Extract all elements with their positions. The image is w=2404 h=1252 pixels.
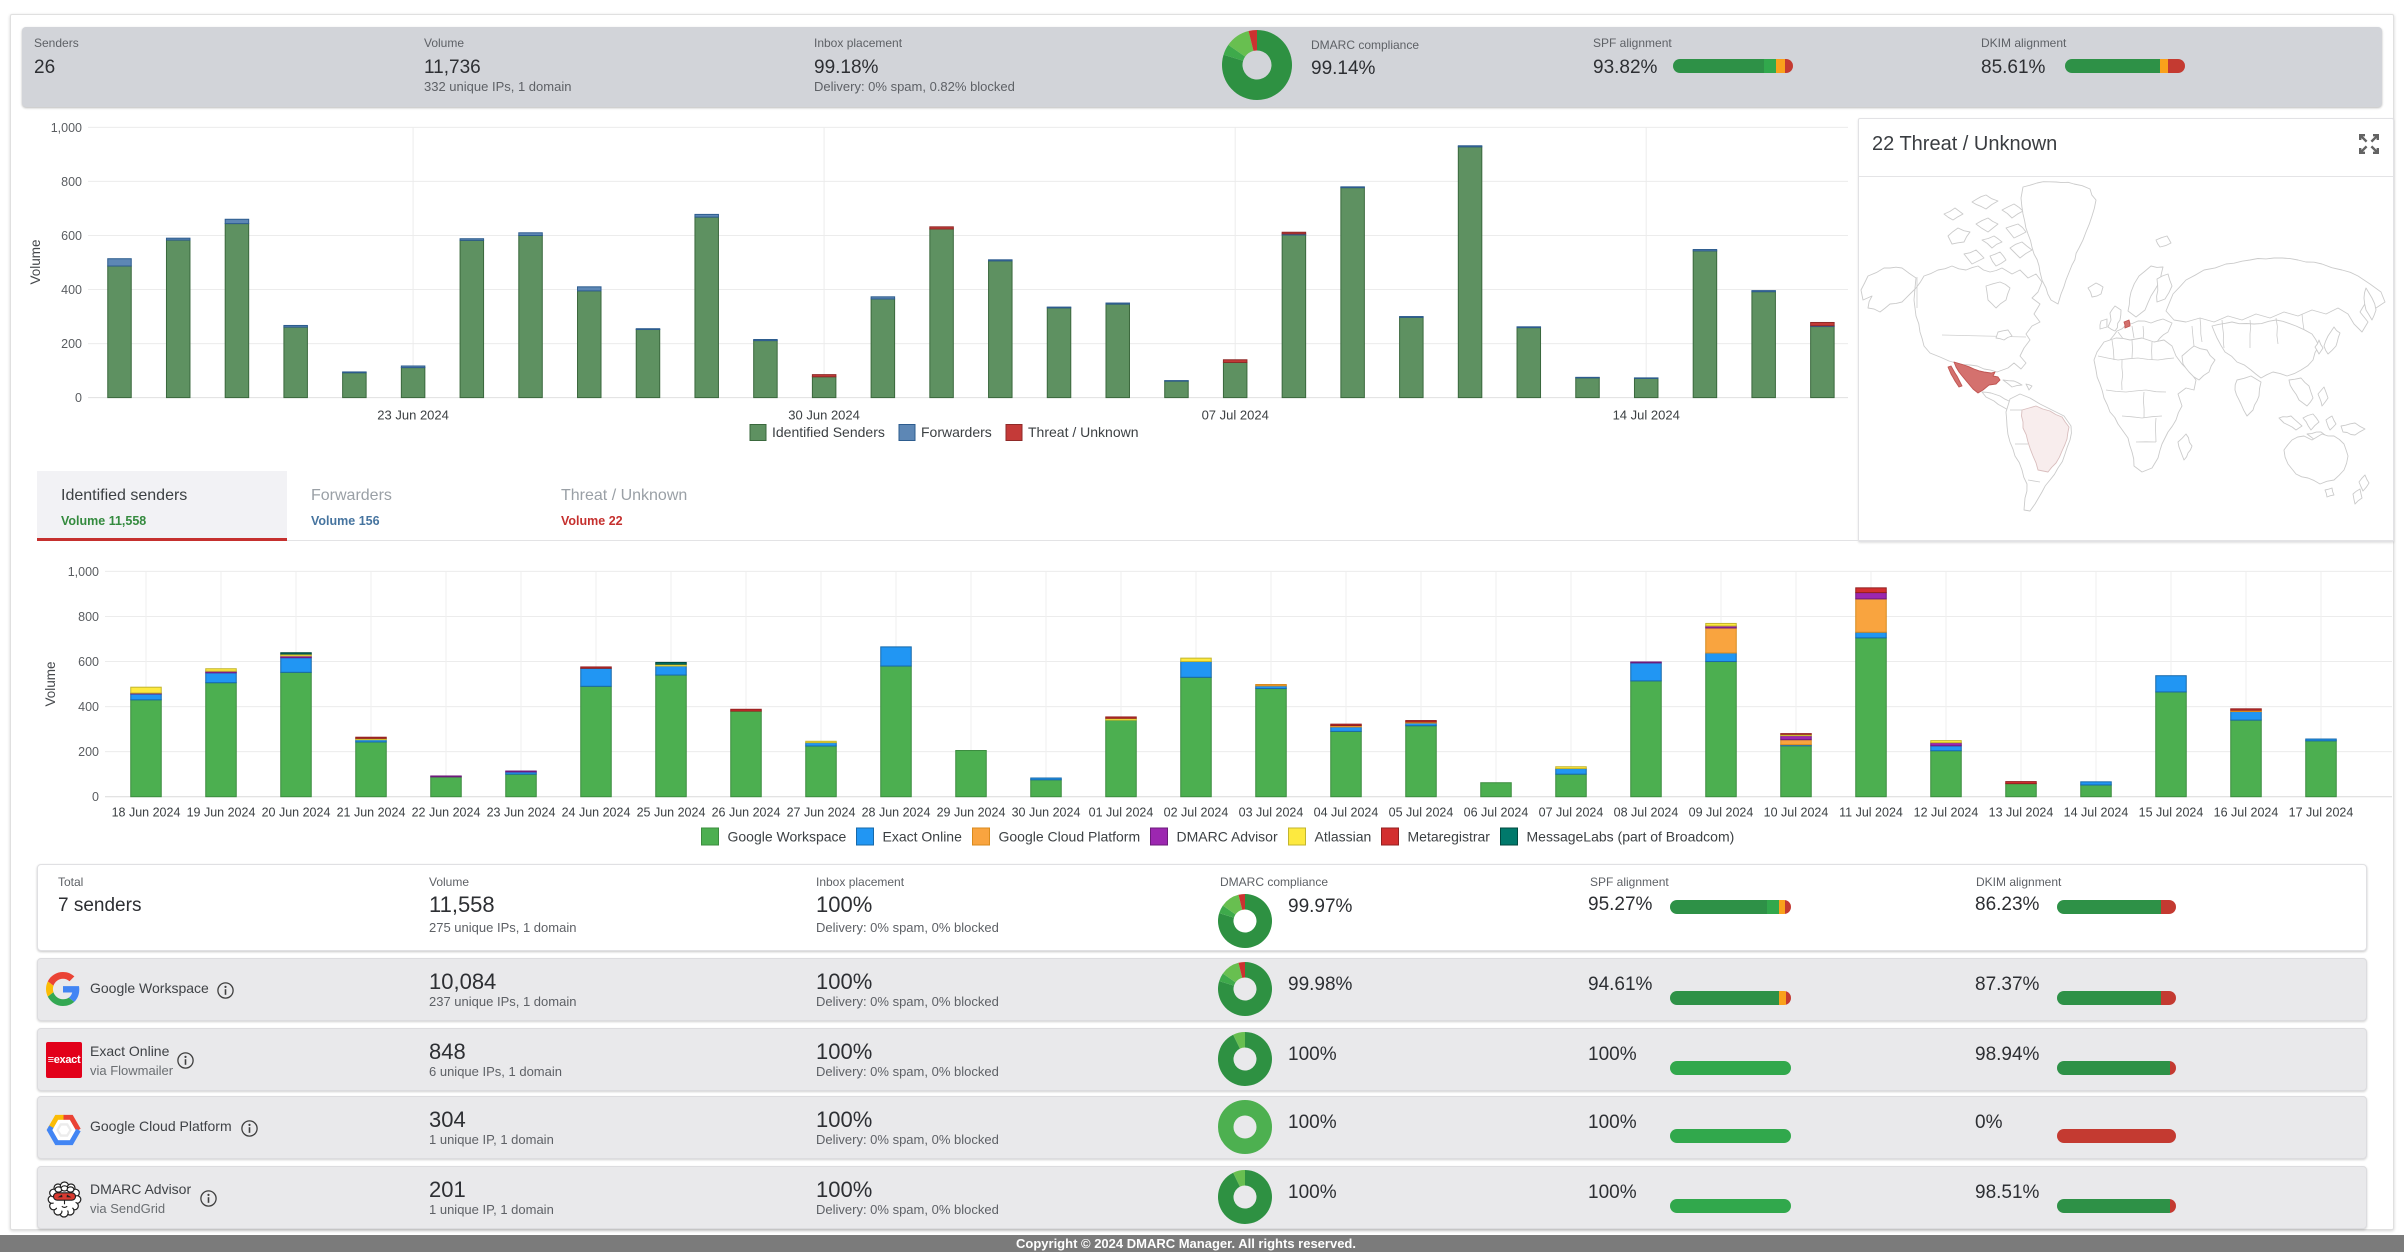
svg-text:11 Jul 2024: 11 Jul 2024 — [1839, 806, 1903, 820]
svg-text:09 Jul 2024: 09 Jul 2024 — [1689, 806, 1754, 820]
svg-text:Google Cloud Platform: Google Cloud Platform — [999, 829, 1141, 845]
svg-text:800: 800 — [78, 610, 99, 624]
svg-text:19 Jun 2024: 19 Jun 2024 — [187, 806, 256, 820]
svg-text:Exact Online: Exact Online — [883, 829, 963, 845]
svg-text:Forwarders: Forwarders — [921, 424, 992, 440]
svg-text:Identified Senders: Identified Senders — [772, 424, 885, 440]
svg-text:01 Jul 2024: 01 Jul 2024 — [1089, 806, 1154, 820]
svg-text:07 Jul 2024: 07 Jul 2024 — [1202, 408, 1269, 423]
svg-text:600: 600 — [61, 229, 82, 243]
svg-text:27 Jun 2024: 27 Jun 2024 — [787, 806, 856, 820]
svg-text:400: 400 — [78, 700, 99, 714]
svg-text:23 Jun 2024: 23 Jun 2024 — [487, 806, 556, 820]
svg-text:Volume: Volume — [28, 239, 43, 284]
svg-text:24 Jun 2024: 24 Jun 2024 — [562, 806, 631, 820]
svg-text:1,000: 1,000 — [68, 565, 99, 579]
svg-text:23 Jun 2024: 23 Jun 2024 — [377, 408, 449, 423]
svg-text:0: 0 — [75, 391, 82, 405]
svg-text:15 Jul 2024: 15 Jul 2024 — [2139, 806, 2204, 820]
svg-text:12 Jul 2024: 12 Jul 2024 — [1914, 806, 1979, 820]
svg-text:29 Jun 2024: 29 Jun 2024 — [937, 806, 1006, 820]
svg-text:13 Jul 2024: 13 Jul 2024 — [1989, 806, 2054, 820]
svg-text:28 Jun 2024: 28 Jun 2024 — [862, 806, 931, 820]
svg-text:Metaregistrar: Metaregistrar — [1408, 829, 1491, 845]
svg-text:25 Jun 2024: 25 Jun 2024 — [637, 806, 706, 820]
svg-text:14 Jul 2024: 14 Jul 2024 — [2064, 806, 2129, 820]
svg-text:MessageLabs (part of Broadcom): MessageLabs (part of Broadcom) — [1527, 829, 1735, 845]
svg-text:06 Jul 2024: 06 Jul 2024 — [1464, 806, 1529, 820]
svg-text:21 Jun 2024: 21 Jun 2024 — [337, 806, 406, 820]
svg-text:800: 800 — [61, 175, 82, 189]
svg-text:26 Jun 2024: 26 Jun 2024 — [712, 806, 781, 820]
svg-text:08 Jul 2024: 08 Jul 2024 — [1614, 806, 1679, 820]
svg-text:200: 200 — [61, 337, 82, 351]
svg-text:02 Jul 2024: 02 Jul 2024 — [1164, 806, 1229, 820]
svg-text:05 Jul 2024: 05 Jul 2024 — [1389, 806, 1454, 820]
svg-text:DMARC Advisor: DMARC Advisor — [1177, 829, 1278, 845]
svg-text:1,000: 1,000 — [51, 121, 82, 135]
svg-text:0: 0 — [92, 790, 99, 804]
svg-text:03 Jul 2024: 03 Jul 2024 — [1239, 806, 1304, 820]
svg-text:16 Jul 2024: 16 Jul 2024 — [2214, 806, 2279, 820]
svg-text:07 Jul 2024: 07 Jul 2024 — [1539, 806, 1604, 820]
svg-text:30 Jun 2024: 30 Jun 2024 — [1012, 806, 1081, 820]
svg-text:Threat / Unknown: Threat / Unknown — [1028, 424, 1139, 440]
svg-text:20 Jun 2024: 20 Jun 2024 — [262, 806, 331, 820]
svg-text:Volume: Volume — [43, 661, 58, 706]
svg-text:Atlassian: Atlassian — [1315, 829, 1372, 845]
svg-text:04 Jul 2024: 04 Jul 2024 — [1314, 806, 1379, 820]
svg-text:22 Jun 2024: 22 Jun 2024 — [412, 806, 481, 820]
svg-text:Google Workspace: Google Workspace — [728, 829, 847, 845]
svg-text:10 Jul 2024: 10 Jul 2024 — [1764, 806, 1829, 820]
svg-text:17 Jul 2024: 17 Jul 2024 — [2289, 806, 2354, 820]
svg-text:30 Jun 2024: 30 Jun 2024 — [788, 408, 860, 423]
svg-text:18 Jun 2024: 18 Jun 2024 — [112, 806, 181, 820]
svg-text:200: 200 — [78, 745, 99, 759]
svg-text:400: 400 — [61, 283, 82, 297]
svg-text:600: 600 — [78, 655, 99, 669]
svg-text:14 Jul 2024: 14 Jul 2024 — [1613, 408, 1680, 423]
